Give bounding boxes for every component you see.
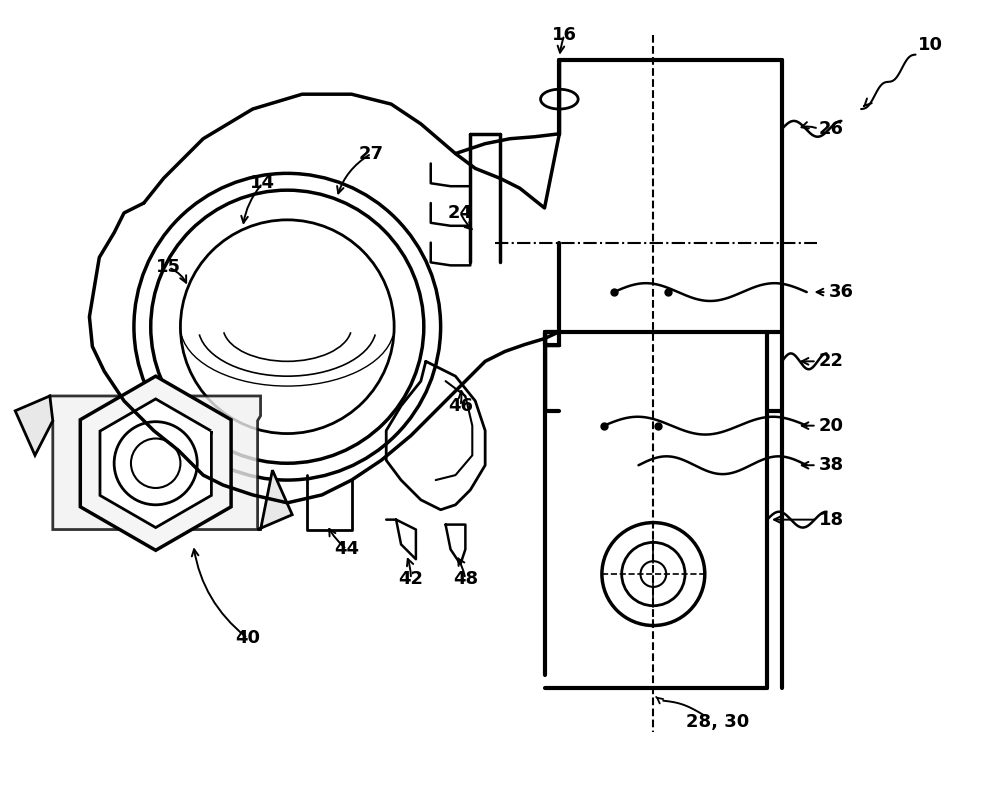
Text: 24: 24 [448, 204, 473, 222]
Text: 40: 40 [235, 630, 260, 648]
Text: 44: 44 [334, 540, 359, 558]
Text: 15: 15 [156, 259, 181, 277]
Text: 22: 22 [819, 352, 844, 370]
Text: 18: 18 [819, 511, 844, 529]
Text: 20: 20 [819, 417, 844, 435]
Text: 42: 42 [398, 570, 423, 588]
Polygon shape [80, 376, 231, 550]
Text: 26: 26 [819, 119, 844, 138]
Text: 27: 27 [359, 145, 384, 163]
Text: 16: 16 [552, 26, 577, 44]
Polygon shape [258, 470, 292, 530]
Text: 28, 30: 28, 30 [686, 714, 749, 732]
Polygon shape [15, 396, 53, 455]
Text: 46: 46 [448, 397, 473, 415]
Text: 10: 10 [918, 35, 943, 53]
Polygon shape [100, 399, 211, 527]
Text: 36: 36 [829, 283, 854, 301]
Text: 48: 48 [453, 570, 478, 588]
Text: 38: 38 [819, 456, 844, 474]
Text: 14: 14 [250, 174, 275, 193]
Polygon shape [50, 396, 261, 530]
